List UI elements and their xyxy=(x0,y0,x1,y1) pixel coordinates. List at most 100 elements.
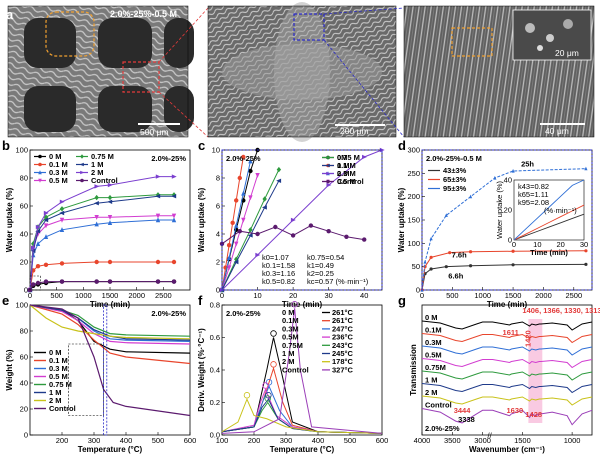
chart-f-legend-peak: 261°C xyxy=(332,316,354,325)
chart-c-title: 2.0%-25% xyxy=(226,154,261,163)
micrograph-3: 20 μm 40 μm xyxy=(403,5,595,138)
chart-b-point xyxy=(43,217,49,223)
chart-b-point xyxy=(171,192,177,198)
chart-d-xtick-label: 1500 xyxy=(505,291,522,300)
chart-c-point xyxy=(226,265,232,271)
chart-g-ylabel: Transmission xyxy=(409,344,418,396)
chart-d-point xyxy=(511,249,515,253)
chart-b-xtick-label: 0 xyxy=(28,291,32,300)
chart-c-ytick-label: 8 xyxy=(216,174,220,183)
chart-c-legend-label: 0.3 M xyxy=(337,169,356,178)
chart-b-point xyxy=(59,217,65,223)
chart-c-point xyxy=(290,233,296,238)
chart-d-inset-line xyxy=(513,179,585,241)
chart-b-legend-marker xyxy=(38,178,42,183)
chart-b-point xyxy=(43,223,49,229)
chart-d-inset-line xyxy=(513,213,585,241)
chart-g-spectrum xyxy=(421,333,593,344)
chart-c-frame xyxy=(221,149,383,291)
chart-b-point xyxy=(43,279,49,284)
chart-c-ytick-label: 0 xyxy=(216,286,220,295)
chart-f-legend-label: 0 M xyxy=(282,308,295,317)
chart-b-point xyxy=(59,210,65,216)
chart-d: 0 500 1000 1500 2000 2500050100150200250300Ti… xyxy=(397,146,593,309)
chart-c-legend-label: 0.5 M xyxy=(337,177,356,186)
chart-c-point xyxy=(379,147,385,153)
chart-c-point xyxy=(255,173,260,178)
chart-b-point xyxy=(107,215,113,220)
chart-b-legend-marker xyxy=(80,154,84,159)
chart-d-ylabel: Water uptake (%) xyxy=(397,187,406,252)
micrograph-2: 200 μm xyxy=(207,2,397,142)
chart-c: 0 10 20 30 40 0 2 4 6 8 10 Time (min) Water uptake (… xyxy=(197,146,385,309)
chart-e-legend-label: Control xyxy=(49,404,76,413)
chart-g-legend-label: 2 M xyxy=(425,388,438,397)
chart-d-series-line xyxy=(421,168,586,291)
chart-c-point xyxy=(233,259,239,265)
scale-bar-1-label: 500 μm xyxy=(140,127,169,137)
chart-c-point xyxy=(237,175,242,181)
chart-g-annot-peaks: 1406, 1366, 1330, 1313 xyxy=(522,306,600,315)
chart-b-series-line xyxy=(29,281,174,291)
chart-c-point xyxy=(326,182,332,188)
chart-g-axis-break: // xyxy=(488,431,493,440)
chart-b-point xyxy=(171,217,177,223)
chart-g-annot-3338: 3338 xyxy=(458,415,475,424)
chart-f-legend-label: 2 M xyxy=(282,357,295,366)
chart-d-inset-ytick: 0 xyxy=(508,236,512,245)
chart-e-zoom-box xyxy=(68,343,104,416)
chart-f-legend-label: 1 M xyxy=(282,349,295,358)
chart-b-legend-label: 0 M xyxy=(49,152,62,161)
chart-d-inset-line xyxy=(513,204,585,241)
chart-b-point xyxy=(155,217,161,223)
chart-f-xlabel: Temperature (°C) xyxy=(270,445,335,454)
chart-b-legend-label: Control xyxy=(91,176,118,185)
scale-bar-2-label: 200 μm xyxy=(340,126,369,136)
chart-c-rate-right: kc=0.57 (%·min⁻¹) xyxy=(307,277,369,286)
chart-c-xtick-label: 0 xyxy=(220,291,224,300)
chart-c-point xyxy=(261,205,267,210)
chart-d-inset-xlabel: Time (min) xyxy=(530,248,568,257)
chart-f-legend-label: Control xyxy=(282,365,309,374)
micrograph-1: a 2.0%-25%-0.5 M 500 μm xyxy=(6,5,194,138)
chart-c-point xyxy=(344,234,349,239)
chart-f-legend-peak: 245°C xyxy=(332,349,354,358)
chart-d-point xyxy=(429,255,433,259)
chart-f-legend-label: 0.3M xyxy=(282,324,299,333)
pore-1 xyxy=(24,18,76,68)
pore-5 xyxy=(164,18,194,68)
chart-f-peak-marker xyxy=(243,392,251,399)
chart-d-point xyxy=(423,259,427,264)
chart-d-xtick-label: 2000 xyxy=(535,291,552,300)
chart-b-legend-label: 2 M xyxy=(91,168,104,177)
chart-f-legend-peak: 178°C xyxy=(332,357,354,366)
chart-g-legend-label: 0.1M xyxy=(425,326,442,335)
chart-c-legend-label: 2 M xyxy=(337,169,350,178)
chart-e-blue-guide xyxy=(103,304,108,436)
chart-f-peak-marker xyxy=(270,361,277,368)
chart-b-legend-marker xyxy=(80,170,85,175)
chart-d-inset-xtick: 30 xyxy=(580,240,588,249)
chart-c-point xyxy=(362,154,367,160)
chart-d-inset-rate: k65=1.11 xyxy=(518,190,549,199)
chart-c-ytick-label: 2 xyxy=(216,258,220,267)
chart-c-ytick-label: 4 xyxy=(216,230,220,239)
chart-b-ytick-label: 20 xyxy=(20,258,28,267)
chart-b-ytick-label: 0 xyxy=(24,286,28,295)
chart-f-legend-peak: 247°C xyxy=(332,324,354,333)
chart-b-point xyxy=(35,224,41,230)
chart-e-ytick-label: 20 xyxy=(20,405,28,414)
chart-b-point xyxy=(155,279,161,284)
chart-b-point xyxy=(35,229,41,234)
chart-b-point xyxy=(35,241,41,246)
chart-c-legend-label: 1 M xyxy=(337,161,350,170)
zoom-box-orange-2 xyxy=(451,27,493,57)
chart-f-peak-marker xyxy=(262,382,269,389)
chart-b-ylabel: Water uptake (%) xyxy=(5,187,14,252)
chart-f-ytick-label: 0.4 xyxy=(210,366,220,375)
chart-f-peak-marker xyxy=(264,395,271,402)
chart-b-point xyxy=(31,245,36,251)
pore-6 xyxy=(164,86,194,132)
chart-d-legend-label: 65±3% xyxy=(443,175,467,184)
chart-e-legend-label: 0.3 M xyxy=(49,364,68,373)
